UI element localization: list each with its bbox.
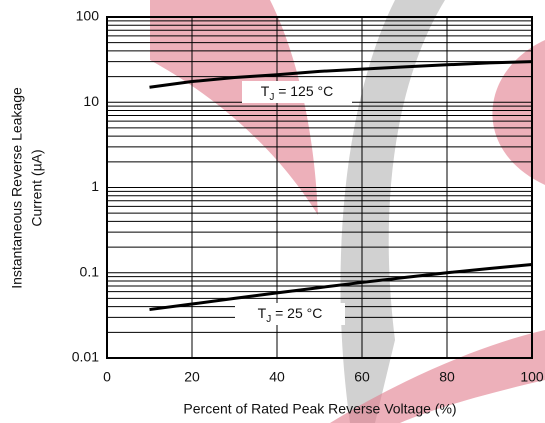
x-axis-label: Percent of Rated Peak Reverse Voltage (%… bbox=[183, 401, 456, 417]
x-tick-label: 100 bbox=[520, 369, 544, 385]
x-tick-label: 80 bbox=[439, 369, 455, 385]
y-axis-label: Current (µA) bbox=[29, 149, 45, 226]
annotation: TJ = 125 °C bbox=[261, 83, 333, 103]
annotation: TJ = 25 °C bbox=[258, 305, 323, 325]
y-tick-label: 1 bbox=[91, 178, 99, 194]
watermark-red bbox=[150, 0, 318, 215]
y-tick-label: 0.01 bbox=[72, 349, 99, 365]
annotation-part: T bbox=[258, 305, 267, 321]
annotation-part: T bbox=[261, 83, 270, 99]
x-tick-label: 0 bbox=[103, 369, 111, 385]
watermark-red bbox=[330, 330, 545, 423]
x-tick-label: 60 bbox=[354, 369, 370, 385]
annotation-box bbox=[235, 303, 345, 325]
x-tick-label: 20 bbox=[184, 369, 200, 385]
annotation-sub: J bbox=[269, 92, 274, 103]
line-series bbox=[149, 60, 533, 89]
y-tick-label: 100 bbox=[76, 8, 100, 24]
annotation-box bbox=[242, 81, 352, 103]
x-tick-label: 40 bbox=[269, 369, 285, 385]
annotation-sub: J bbox=[266, 314, 271, 325]
line-series bbox=[149, 262, 533, 312]
y-tick-label: 0.1 bbox=[80, 263, 100, 279]
watermark-gray bbox=[340, 0, 445, 423]
annotation-part: = 125 °C bbox=[274, 83, 333, 99]
plot-frame bbox=[106, 16, 533, 359]
y-axis-label: Instantaneous Reverse Leakage bbox=[9, 87, 25, 289]
y-tick-label: 10 bbox=[83, 93, 99, 109]
annotation-part: = 25 °C bbox=[271, 305, 322, 321]
